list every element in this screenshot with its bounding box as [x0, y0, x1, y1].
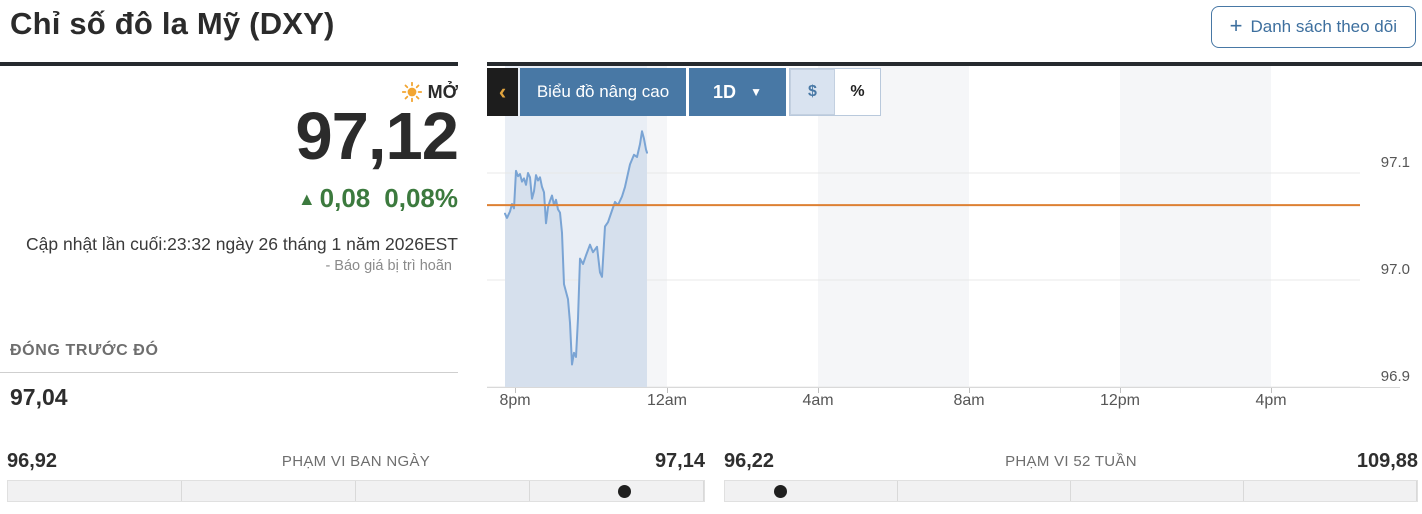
day-range-low: 96,92: [7, 450, 58, 472]
week52-range-row: 96,22 PHẠM VI 52 TUẦN 109,88: [724, 450, 1418, 474]
slider-segment: [530, 481, 704, 501]
week52-range-high: 109,88: [1356, 450, 1418, 472]
day-range-row: 96,92 PHẠM VI BAN NGÀY 97,14: [7, 450, 705, 474]
week52-range-marker[interactable]: [774, 485, 788, 498]
change-value: 0,08: [319, 183, 371, 213]
session-status: MỞ: [0, 81, 458, 107]
previous-close-value: 97,04: [10, 384, 68, 410]
left-divider: [0, 62, 458, 66]
price-change: ▲ 0,08 0,08%: [0, 183, 458, 214]
chevron-left-icon: ‹: [498, 79, 507, 104]
unit-toggle: $ %: [789, 68, 881, 116]
session-label: MỞ: [427, 82, 458, 102]
plus-icon: +: [1229, 13, 1243, 38]
chart-top-divider: [487, 62, 1422, 66]
slider-segment: [1244, 481, 1417, 501]
slider-segment: [898, 481, 1071, 501]
delayed-quote-note: - Báo giá bị trì hoãn: [325, 258, 452, 274]
x-tick-label: 12pm: [1099, 392, 1141, 409]
slider-segment: [356, 481, 530, 501]
dollar-toggle-button[interactable]: $: [790, 69, 835, 115]
range-dropdown[interactable]: 1D ▼: [689, 68, 786, 116]
previous-close-divider: [0, 372, 458, 373]
y-tick-label: 97.1: [1380, 154, 1410, 171]
x-tick: [515, 388, 516, 393]
x-tick: [1271, 388, 1272, 393]
day-range-marker[interactable]: [617, 485, 631, 498]
x-tick-label: 4pm: [1255, 392, 1287, 409]
last-updated-text: Cập nhật lần cuối:23:32 ngày 26 tháng 1 …: [26, 234, 458, 254]
x-tick-label: 4am: [802, 392, 834, 409]
day-range-slider[interactable]: [7, 480, 705, 502]
chart-toolbar: ‹ Biểu đồ nâng cao 1D ▼ $ %: [487, 68, 881, 116]
range-value: 1D: [713, 81, 737, 102]
slider-segment: [725, 481, 898, 501]
chevron-down-icon: ▼: [750, 85, 762, 99]
x-tick: [969, 388, 970, 393]
week52-range-slider[interactable]: [724, 480, 1418, 502]
x-tick: [1120, 388, 1121, 393]
y-tick-label: 97.0: [1380, 261, 1410, 278]
add-watchlist-button[interactable]: + Danh sách theo dõi: [1210, 6, 1416, 48]
page-title: Chỉ số đô la Mỹ (DXY): [10, 6, 335, 41]
day-range-high: 97,14: [654, 450, 705, 472]
x-axis-line: [487, 387, 1400, 388]
price-chart[interactable]: [487, 66, 1360, 387]
slider-segment: [1071, 481, 1244, 501]
x-tick-label: 8am: [953, 392, 985, 409]
current-price: 97,12: [295, 99, 459, 174]
percent-toggle-button[interactable]: %: [835, 69, 880, 115]
up-arrow-icon: ▲: [297, 189, 316, 209]
previous-close-label: ĐÓNG TRƯỚC ĐÓ: [10, 342, 159, 359]
x-tick: [818, 388, 819, 393]
advanced-chart-button[interactable]: Biểu đồ nâng cao: [520, 68, 686, 116]
x-tick-label: 8pm: [499, 392, 531, 409]
day-range-label: PHẠM VI BAN NGÀY: [281, 453, 431, 470]
x-tick-label: 12am: [646, 392, 688, 409]
change-percent: 0,08%: [384, 183, 458, 213]
y-tick-label: 96.9: [1380, 368, 1410, 385]
watchlist-button-label: Danh sách theo dõi: [1250, 17, 1398, 36]
sun-icon: [401, 81, 422, 107]
collapse-chart-button[interactable]: ‹: [487, 68, 518, 116]
x-tick: [667, 388, 668, 393]
week52-range-label: PHẠM VI 52 TUẦN: [1005, 453, 1137, 470]
week52-range-low: 96,22: [724, 450, 775, 472]
slider-segment: [182, 481, 356, 501]
slider-segment: [8, 481, 182, 501]
